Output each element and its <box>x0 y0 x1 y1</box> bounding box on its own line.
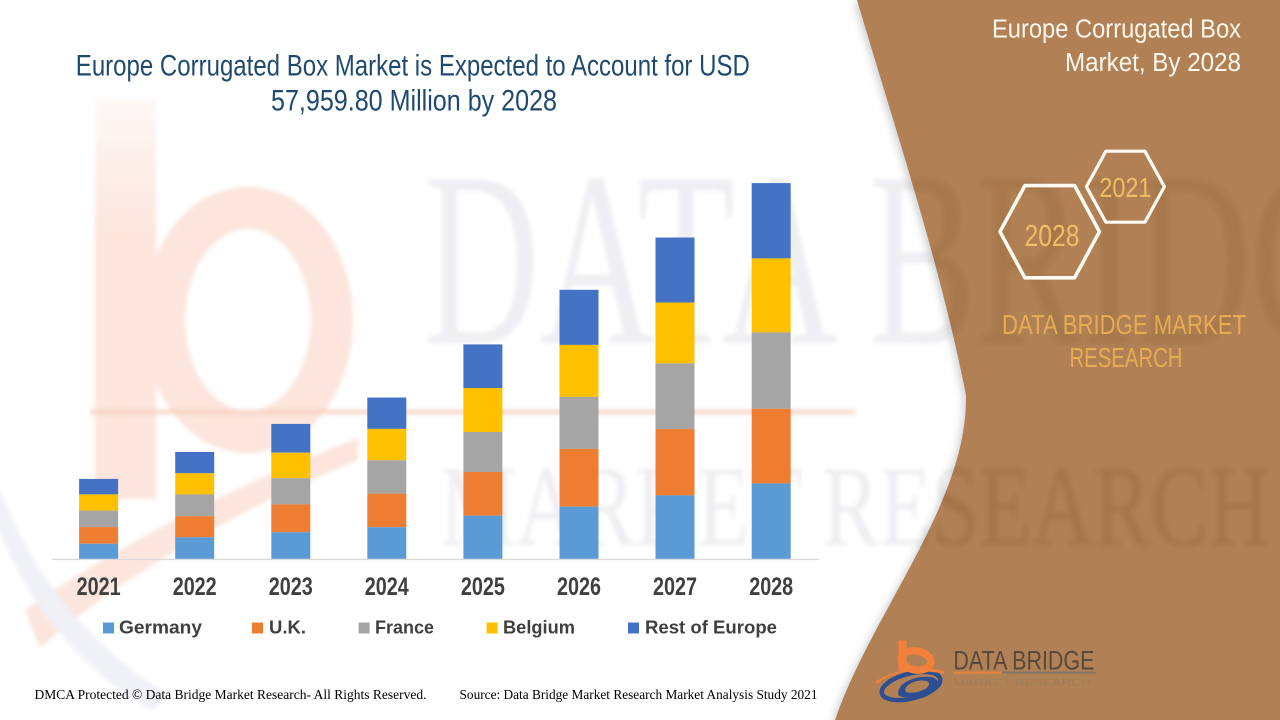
svg-text:DATA BRIDGE MARKET: DATA BRIDGE MARKET <box>1002 309 1246 340</box>
svg-text:57,959.80 Million by 2028: 57,959.80 Million by 2028 <box>271 84 557 117</box>
svg-text:RESEARCH: RESEARCH <box>1070 342 1183 373</box>
svg-text:DATA BRIDGE: DATA BRIDGE <box>953 646 1094 676</box>
svg-text:2026: 2026 <box>557 573 601 601</box>
svg-text:Europe Corrugated Box: Europe Corrugated Box <box>992 14 1241 44</box>
svg-text:U.K.: U.K. <box>269 616 306 637</box>
svg-text:Germany: Germany <box>119 616 203 637</box>
svg-text:Belgium: Belgium <box>503 616 575 637</box>
svg-text:Market, By 2028: Market, By 2028 <box>1065 47 1241 77</box>
svg-text:MARKET RESEARCH: MARKET RESEARCH <box>953 678 1091 688</box>
svg-text:2021: 2021 <box>1099 172 1151 203</box>
svg-text:2025: 2025 <box>461 573 505 601</box>
svg-text:France: France <box>375 616 434 637</box>
svg-text:2028: 2028 <box>749 573 793 601</box>
svg-text:Source: Data Bridge Market Res: Source: Data Bridge Market Research Mark… <box>460 688 818 703</box>
svg-text:Europe Corrugated Box Market i: Europe Corrugated Box Market is Expected… <box>76 49 750 82</box>
svg-text:Rest of Europe: Rest of Europe <box>645 616 777 637</box>
svg-text:2028: 2028 <box>1025 218 1080 253</box>
svg-text:2023: 2023 <box>269 573 313 601</box>
svg-text:2022: 2022 <box>173 573 217 601</box>
svg-text:2027: 2027 <box>653 573 697 601</box>
svg-text:2021: 2021 <box>77 573 121 601</box>
svg-text:DMCA Protected © Data Bridge M: DMCA Protected © Data Bridge Market Rese… <box>35 688 427 703</box>
svg-text:2024: 2024 <box>365 573 409 601</box>
